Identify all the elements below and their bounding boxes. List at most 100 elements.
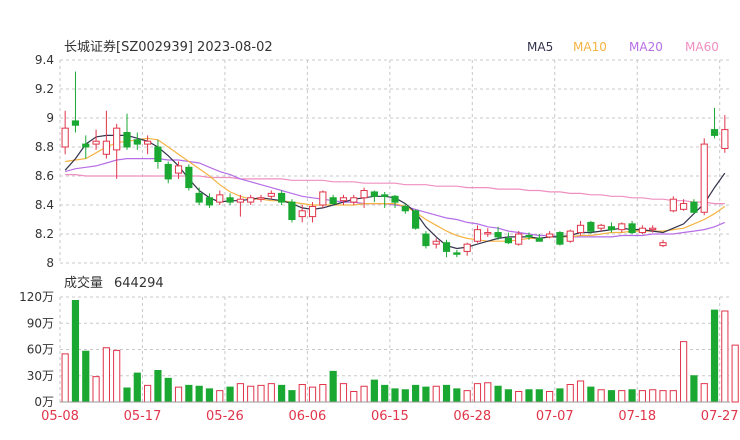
price-tick-label: 8.8 (35, 140, 54, 154)
candle-body (473, 229, 482, 242)
ma60-line (65, 174, 725, 205)
candle (597, 223, 605, 232)
candle-body (123, 132, 131, 148)
candle-body (401, 205, 409, 212)
candle-body (432, 240, 440, 245)
candle (370, 190, 378, 203)
volume-bar (628, 389, 636, 403)
candle (195, 187, 203, 205)
candle (680, 199, 688, 211)
candle-body (607, 226, 616, 231)
candle-body (319, 191, 327, 206)
volume-tick-label: 90万 (27, 316, 54, 330)
volume-bar (329, 370, 337, 403)
candle (566, 229, 574, 243)
candle-body (710, 129, 719, 136)
chart-title: 长城证券[SZ002939] 2023-08-02 (64, 39, 273, 55)
candle (164, 161, 172, 184)
candle-body (226, 197, 234, 203)
candle (576, 220, 585, 236)
candle (721, 115, 729, 153)
candle (690, 199, 698, 214)
volume-bar (391, 388, 399, 403)
x-tick-label: 06-06 (288, 409, 326, 424)
candle (267, 190, 275, 200)
ma10-line (65, 137, 726, 242)
volume-bar (195, 385, 203, 403)
candle (638, 225, 646, 234)
candle (247, 194, 255, 205)
candle-body (360, 190, 368, 199)
candle (515, 231, 523, 246)
candle-body (649, 227, 657, 231)
candle-body (205, 197, 214, 206)
candle-body (257, 197, 265, 200)
candle (236, 194, 244, 217)
volume-bar (102, 347, 110, 403)
volume-bar (690, 375, 698, 403)
candle-body (185, 166, 193, 189)
price-tick-label: 9 (46, 111, 54, 125)
candle (546, 231, 554, 239)
price-tick-label: 8 (46, 256, 54, 270)
volume-bar (556, 388, 564, 403)
volume-bar (649, 389, 657, 403)
legend-ma5: MA5 (527, 40, 553, 54)
volume-bar (381, 384, 389, 403)
candle-body (504, 237, 512, 244)
volume-panel: 120万 90万 60万 30万 0万 (19, 290, 739, 409)
volume-bar (288, 390, 296, 403)
volume-bar (133, 372, 141, 403)
volume-bar (710, 309, 719, 403)
candle-body (381, 194, 389, 197)
candle-body (556, 232, 564, 245)
candle (298, 205, 306, 223)
candle-body (82, 143, 90, 148)
legend: MA5 MA10 MA20 MA60 (527, 40, 719, 54)
candle (710, 107, 719, 139)
candle (504, 232, 512, 245)
volume-bar (350, 391, 358, 403)
candle (525, 232, 533, 240)
candle-body (700, 143, 708, 213)
candle-body (288, 201, 296, 221)
candle-body (339, 197, 348, 202)
legend-ma60: MA60 (685, 40, 719, 54)
candle-body (690, 201, 698, 213)
candle (535, 234, 543, 242)
candle-body (484, 232, 492, 235)
volume-bar (113, 349, 121, 403)
volume-bar (401, 389, 409, 403)
candle-body (144, 140, 152, 145)
candle-body (628, 223, 636, 234)
candle (278, 190, 286, 205)
candle-body (370, 191, 378, 197)
x-tick-label: 06-15 (371, 409, 409, 424)
x-axis: 05-08 05-17 05-26 06-06 06-15 06-28 07-07 07-18… (41, 401, 739, 424)
candle (205, 193, 214, 208)
candle (381, 191, 389, 208)
volume-bar (504, 389, 512, 403)
candle (473, 225, 482, 243)
candle-body (350, 197, 358, 203)
candle-body (174, 165, 183, 174)
volume-bar (576, 380, 585, 403)
price-tick-label: 8.6 (35, 169, 54, 183)
candle (494, 226, 502, 240)
candle (154, 139, 162, 169)
candle-body (576, 224, 585, 234)
volume-bar (205, 388, 214, 403)
candle-body (587, 221, 595, 232)
candle (556, 231, 564, 246)
candle (133, 132, 141, 150)
volume-bar (597, 389, 605, 403)
volume-bar (669, 390, 677, 403)
volume-bar (164, 377, 172, 403)
volume-bar (247, 385, 255, 403)
candle-body (154, 146, 162, 162)
candle-body (216, 194, 224, 203)
volume-bar (442, 384, 451, 403)
volume-bar (82, 350, 90, 403)
candle (113, 123, 121, 179)
price-panel: 9.4 9.2 9 8.8 8.6 8.4 8.2 8 (35, 53, 730, 270)
